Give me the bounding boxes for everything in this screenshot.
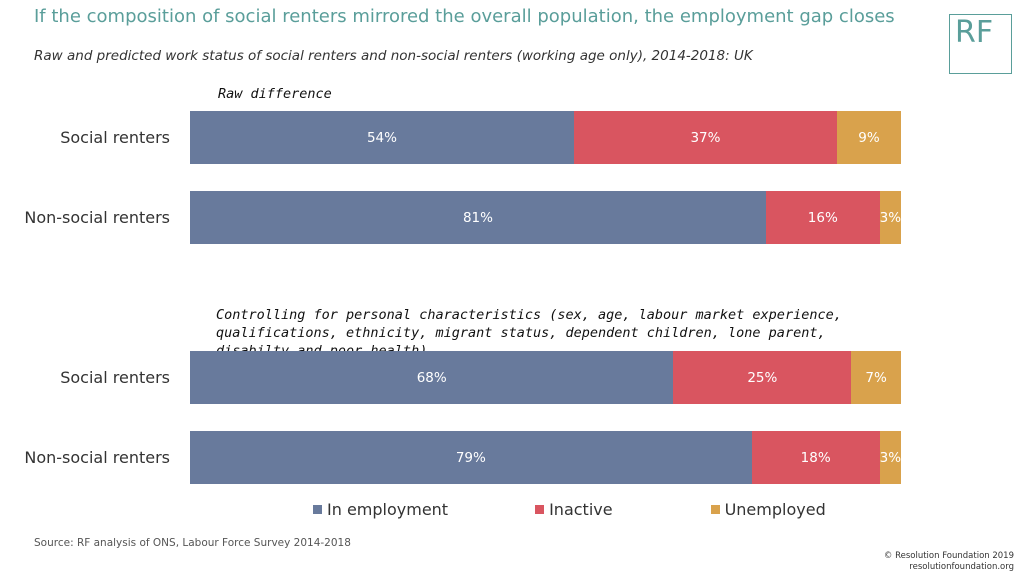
- data-label: 7%: [865, 369, 887, 386]
- panel-title-raw: Raw difference: [218, 86, 332, 102]
- website-line: resolutionfoundation.org: [909, 562, 1014, 573]
- data-label: 68%: [416, 369, 447, 386]
- legend: In employment Inactive Unemployed: [313, 500, 826, 519]
- legend-swatch-inactive: [535, 505, 545, 514]
- stacked-bar-raw-social: 54% 37% 9%: [190, 111, 901, 164]
- stacked-bar-raw-nonsocial: 81% 16% 3%: [190, 191, 901, 244]
- category-label-social: Social renters: [60, 128, 170, 147]
- category-label-nonsocial: Non-social renters: [24, 208, 170, 227]
- category-label-social: Social renters: [60, 368, 170, 387]
- bar-segment-employment: 54%: [190, 111, 574, 164]
- legend-swatch-employment: [313, 505, 322, 514]
- legend-label-unemployed: Unemployed: [724, 500, 826, 519]
- rf-logo: RF: [949, 14, 1012, 74]
- bar-segment-unemployed: 3%: [880, 191, 901, 244]
- bar-segment-inactive: 18%: [751, 431, 880, 484]
- chart-subtitle: Raw and predicted work status of social …: [34, 48, 753, 64]
- data-label: 3%: [879, 209, 902, 226]
- bar-segment-inactive: 16%: [765, 191, 880, 244]
- bar-segment-employment: 68%: [190, 351, 674, 404]
- data-label: 54%: [366, 129, 397, 146]
- bar-segment-employment: 79%: [190, 431, 752, 484]
- legend-item-employment: In employment: [313, 500, 448, 519]
- chart-title: If the composition of social renters mir…: [34, 6, 895, 27]
- legend-label-employment: In employment: [327, 500, 449, 519]
- bar-segment-inactive: 25%: [673, 351, 852, 404]
- bar-segment-employment: 81%: [190, 191, 766, 244]
- legend-item-inactive: Inactive: [535, 500, 613, 519]
- source-note: Source: RF analysis of ONS, Labour Force…: [34, 537, 351, 549]
- bar-segment-unemployed: 7%: [851, 351, 901, 404]
- data-label: 79%: [455, 449, 486, 466]
- copyright-line: © Resolution Foundation 2019: [883, 551, 1014, 561]
- data-label: 81%: [462, 209, 493, 226]
- bar-segment-unemployed: 9%: [837, 111, 901, 164]
- data-label: 37%: [690, 129, 721, 146]
- category-label-nonsocial: Non-social renters: [24, 448, 170, 467]
- legend-label-inactive: Inactive: [549, 500, 613, 519]
- legend-swatch-unemployed: [710, 505, 720, 514]
- stacked-bar-controlled-nonsocial: 79% 18% 3%: [190, 431, 901, 484]
- stacked-bar-controlled-social: 68% 25% 7%: [190, 351, 901, 404]
- data-label: 9%: [858, 129, 880, 146]
- bar-segment-inactive: 37%: [573, 111, 837, 164]
- data-label: 3%: [879, 449, 902, 466]
- data-label: 18%: [800, 449, 831, 466]
- bar-segment-unemployed: 3%: [880, 431, 901, 484]
- legend-item-unemployed: Unemployed: [710, 500, 826, 519]
- data-label: 25%: [747, 369, 778, 386]
- copyright: © Resolution Foundation 2019 resolutionf…: [884, 551, 1014, 573]
- data-label: 16%: [807, 209, 838, 226]
